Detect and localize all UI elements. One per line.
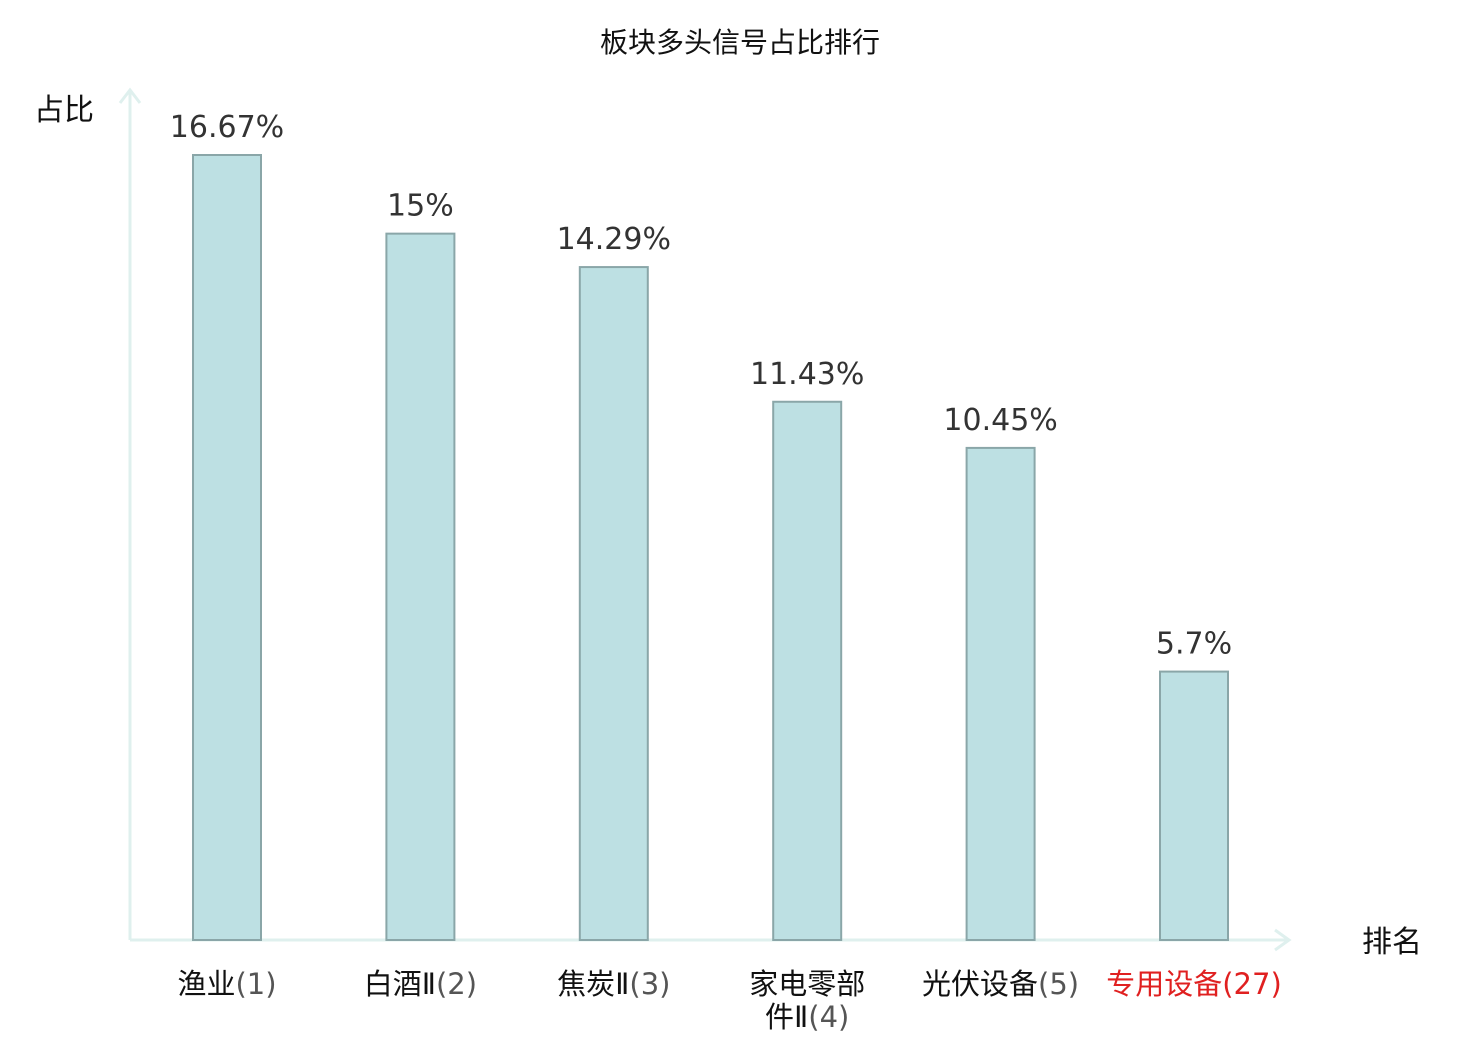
x-axis-arrow xyxy=(1274,928,1292,952)
category-label-2: 白酒Ⅱ(2) xyxy=(364,967,477,1001)
category-name: 专用设备 xyxy=(1106,967,1222,1001)
category-label-6: 专用设备(27) xyxy=(1106,967,1282,1001)
category-rank: (2) xyxy=(436,967,477,1001)
category-name: 白酒Ⅱ xyxy=(364,967,436,1001)
value-label-1: 16.67% xyxy=(170,110,284,145)
category-name: 焦炭Ⅱ xyxy=(557,967,629,1001)
bar-4 xyxy=(772,400,843,941)
bar-series xyxy=(192,154,1229,942)
category-rank: (3) xyxy=(629,967,670,1001)
y-axis-arrow xyxy=(118,87,142,104)
category-label-5: 光伏设备(5) xyxy=(922,967,1079,1001)
value-label-6: 5.7% xyxy=(1156,627,1232,662)
value-labels: 16.67% 15% 14.29% 11.43% 10.45% 5.7% xyxy=(170,110,1232,662)
bar-5 xyxy=(965,446,1036,941)
bar-1 xyxy=(192,154,262,941)
category-label-4-line-2: 件Ⅱ(4) xyxy=(765,1000,849,1034)
category-label-3: 焦炭Ⅱ(3) xyxy=(557,967,670,1001)
category-rank: (1) xyxy=(235,967,276,1001)
category-label-4-line-1: 家电零部 xyxy=(749,967,865,1001)
value-label-5: 10.45% xyxy=(943,403,1057,438)
value-label-4: 11.43% xyxy=(750,357,864,392)
bar-2 xyxy=(385,232,456,941)
x-axis-title: 排名 xyxy=(1362,925,1422,960)
value-label-2: 15% xyxy=(387,189,454,224)
bar-6 xyxy=(1159,670,1229,941)
category-rank: (5) xyxy=(1038,967,1079,1001)
category-rank: (4) xyxy=(808,1000,849,1034)
bar-3 xyxy=(578,266,649,942)
chart-title: 板块多头信号占比排行 xyxy=(600,26,880,59)
y-axis-title: 占比 xyxy=(34,93,94,128)
category-name: 光伏设备 xyxy=(922,967,1038,1001)
category-name: 件Ⅱ xyxy=(765,1000,808,1034)
category-rank: (27) xyxy=(1222,967,1282,1001)
category-name: 家电零部 xyxy=(749,967,865,1001)
category-name: 渔业 xyxy=(177,967,235,1001)
category-label-1: 渔业(1) xyxy=(177,967,276,1001)
value-label-3: 14.29% xyxy=(557,222,671,257)
